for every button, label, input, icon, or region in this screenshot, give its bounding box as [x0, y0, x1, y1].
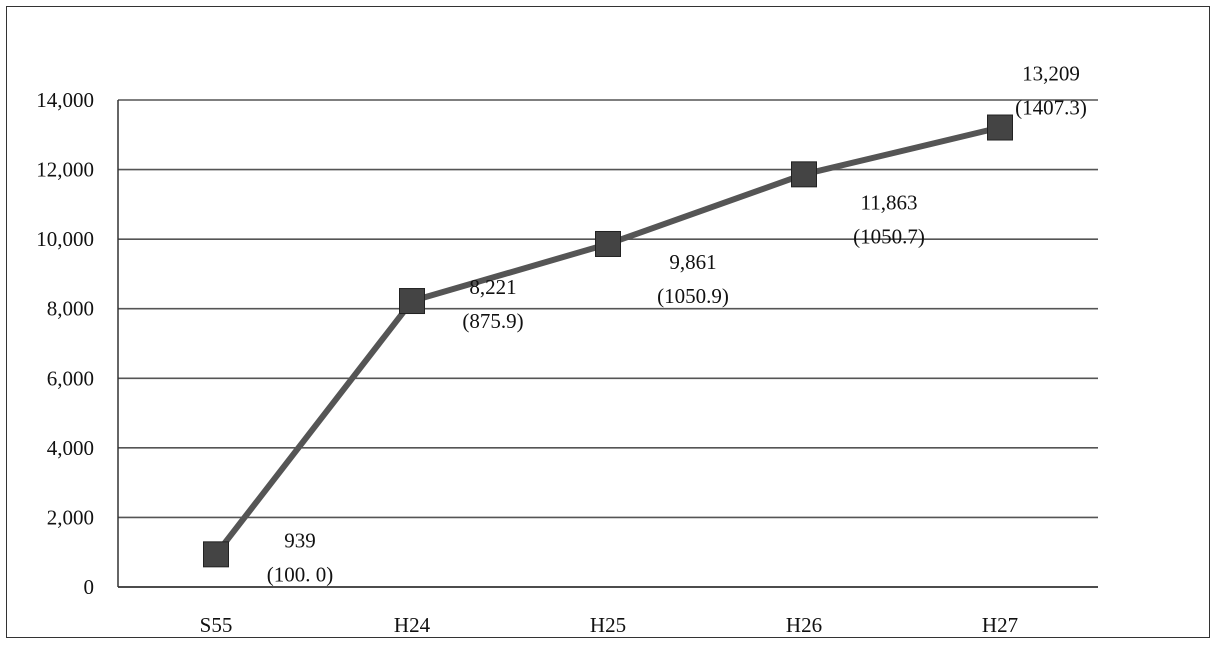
x-tick-label: S55	[200, 613, 233, 637]
y-tick-label: 14,000	[36, 88, 94, 112]
data-label-ratio: (100. 0)	[267, 562, 334, 586]
y-tick-label: 6,000	[47, 366, 94, 390]
x-tick-label: H26	[786, 613, 822, 637]
y-tick-label: 4,000	[47, 436, 94, 460]
chart-frame	[6, 6, 1210, 638]
data-point-marker	[791, 161, 817, 188]
data-label-ratio: (875.9)	[462, 309, 523, 333]
y-tick-label: 12,000	[36, 158, 94, 182]
data-label-value: 13,209	[1022, 62, 1080, 86]
x-tick-label: H25	[590, 613, 626, 637]
y-tick-label: 2,000	[47, 505, 94, 529]
x-tick-label: H24	[394, 613, 431, 637]
data-label-value: 9,861	[669, 250, 716, 274]
data-point-marker	[203, 541, 229, 568]
y-tick-label: 0	[84, 575, 95, 599]
data-point-marker	[595, 230, 621, 257]
x-tick-label: H27	[982, 613, 1018, 637]
data-label-ratio: (1050.9)	[657, 284, 729, 308]
data-label-value: 939	[284, 528, 316, 552]
data-point-marker	[399, 288, 425, 315]
data-label-ratio: (1407.3)	[1015, 96, 1087, 120]
y-tick-label: 8,000	[47, 297, 94, 321]
data-label-ratio: (1050.7)	[853, 224, 925, 248]
data-label-value: 8,221	[469, 275, 516, 299]
data-label-value: 11,863	[861, 190, 918, 214]
y-tick-label: 10,000	[36, 227, 94, 251]
data-point-marker	[987, 114, 1013, 141]
